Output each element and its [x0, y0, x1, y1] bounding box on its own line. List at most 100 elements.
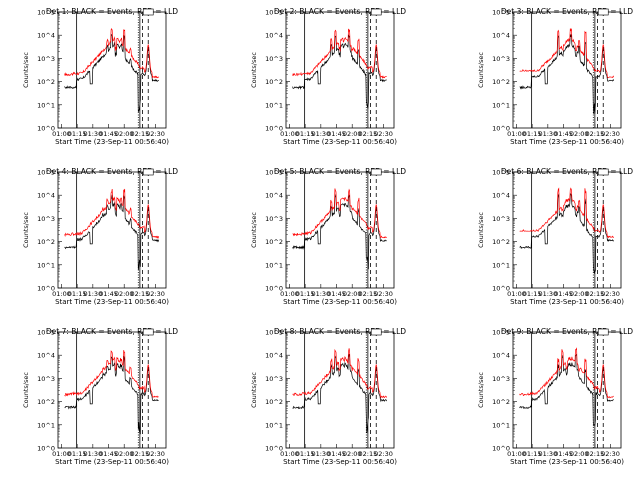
lld-series-line: [519, 28, 615, 79]
flare-marker-box: [597, 8, 609, 16]
x-tick-label: 02:00: [343, 290, 362, 298]
x-tick-label: 01:45: [554, 450, 573, 458]
flare-marker-box: [370, 168, 382, 176]
x-tick-label: 02:15: [359, 290, 378, 298]
flare-marker-box: [370, 8, 382, 16]
y-tick-label: 10^5: [265, 169, 283, 177]
flare-marker-box: [597, 168, 609, 176]
plot-frame: [512, 331, 622, 449]
y-tick-label: 10^5: [37, 329, 55, 337]
x-axis-label: Start Time (23-Sep-11 00:56:40): [283, 298, 397, 306]
x-tick-label: 01:30: [311, 290, 330, 298]
x-tick-label: 01:15: [523, 290, 542, 298]
y-tick-label: 10^0: [265, 125, 283, 133]
y-tick-label: 10^1: [265, 421, 283, 429]
events-series-line: [64, 194, 160, 271]
y-tick-label: 10^0: [492, 445, 510, 453]
x-tick-label: 01:30: [538, 130, 557, 138]
y-tick-label: 10^2: [37, 238, 55, 246]
lld-series-line: [519, 187, 614, 239]
y-tick-label: 10^1: [492, 101, 510, 109]
y-tick-label: 10^3: [265, 375, 283, 383]
y-axis-label: Counts/sec: [477, 52, 485, 88]
y-tick-label: 10^1: [37, 421, 55, 429]
x-tick-label: 02:00: [115, 130, 134, 138]
detector-panel-6: Det 6: BLACK = Events, RED = LLD 10^0 10^1…: [477, 167, 633, 306]
x-axis-label: Start Time (23-Sep-11 00:56:40): [510, 138, 624, 146]
y-tick-label: 10^2: [265, 78, 283, 86]
y-tick-label: 10^1: [265, 101, 283, 109]
detector-panel-5: Det 5: BLACK = Events, RED = LLD 10^0 10^1…: [250, 167, 406, 306]
x-tick-label: 02:30: [146, 450, 165, 458]
panel-title: Det 7: BLACK = Events, RED = LLD: [46, 327, 178, 336]
panel-title: Det 5: BLACK = Events, RED = LLD: [274, 167, 406, 176]
x-tick-label: 01:45: [99, 130, 118, 138]
lld-series-line: [64, 188, 160, 239]
y-tick-label: 10^5: [265, 329, 283, 337]
y-tick-label: 10^2: [37, 78, 55, 86]
x-tick-label: 02:15: [359, 450, 378, 458]
y-tick-label: 10^1: [265, 261, 283, 269]
x-axis-label: Start Time (23-Sep-11 00:56:40): [283, 138, 397, 146]
y-tick-label: 10^3: [37, 375, 55, 383]
x-tick-label: 02:00: [570, 290, 589, 298]
x-tick-label: 02:30: [601, 290, 620, 298]
x-tick-label: 02:30: [601, 130, 620, 138]
y-tick-label: 10^0: [265, 445, 283, 453]
x-tick-label: 01:15: [68, 130, 87, 138]
x-tick-label: 01:45: [327, 450, 346, 458]
flare-marker-box: [597, 328, 609, 336]
x-tick-label: 01:15: [68, 450, 87, 458]
y-tick-label: 10^5: [492, 169, 510, 177]
y-tick-label: 10^2: [265, 238, 283, 246]
y-tick-label: 10^2: [492, 78, 510, 86]
x-tick-label: 01:00: [280, 290, 299, 298]
y-tick-label: 10^0: [492, 125, 510, 133]
x-tick-label: 01:30: [311, 450, 330, 458]
lld-series-line: [64, 28, 159, 79]
panel-title: Det 1: BLACK = Events, RED = LLD: [46, 7, 178, 16]
x-tick-label: 02:30: [374, 290, 393, 298]
x-tick-label: 02:30: [146, 130, 165, 138]
y-axis-label: Counts/sec: [250, 52, 258, 88]
x-tick-label: 01:45: [99, 290, 118, 298]
x-tick-label: 02:15: [131, 290, 150, 298]
x-tick-label: 02:15: [359, 130, 378, 138]
plot-frame: [512, 11, 622, 129]
events-series-line: [292, 354, 388, 434]
x-tick-label: 02:30: [374, 450, 393, 458]
flare-marker-box: [142, 328, 154, 336]
events-series-line: [519, 34, 615, 115]
detector-panel-3: Det 3: BLACK = Events, RED = LLD 10^0 10^1…: [477, 7, 633, 146]
y-axis-label: Counts/sec: [250, 372, 258, 408]
x-axis-label: Start Time (23-Sep-11 00:56:40): [283, 458, 397, 466]
panel-title: Det 6: BLACK = Events, RED = LLD: [501, 167, 633, 176]
y-tick-label: 10^3: [265, 215, 283, 223]
x-tick-label: 01:00: [507, 290, 526, 298]
lld-series-line: [292, 188, 387, 239]
panel-title: Det 3: BLACK = Events, RED = LLD: [501, 7, 633, 16]
x-tick-label: 02:00: [115, 290, 134, 298]
y-tick-label: 10^1: [37, 261, 55, 269]
y-tick-label: 10^3: [492, 55, 510, 63]
events-series-line: [519, 353, 614, 427]
x-tick-label: 01:15: [523, 130, 542, 138]
y-tick-label: 10^5: [37, 9, 55, 17]
x-tick-label: 01:45: [99, 450, 118, 458]
events-series-line: [64, 355, 159, 435]
x-tick-label: 01:45: [554, 130, 573, 138]
y-tick-label: 10^5: [37, 169, 55, 177]
x-tick-label: 01:30: [311, 130, 330, 138]
y-tick-label: 10^0: [37, 445, 55, 453]
y-tick-label: 10^4: [37, 192, 55, 200]
x-tick-label: 02:00: [343, 450, 362, 458]
y-tick-label: 10^1: [37, 101, 55, 109]
x-tick-label: 01:15: [523, 450, 542, 458]
x-axis-label: Start Time (23-Sep-11 00:56:40): [55, 298, 169, 306]
x-tick-label: 01:00: [52, 290, 71, 298]
x-tick-label: 01:30: [83, 450, 102, 458]
x-tick-label: 01:30: [538, 290, 557, 298]
x-tick-label: 01:45: [327, 290, 346, 298]
y-axis-label: Counts/sec: [22, 52, 30, 88]
